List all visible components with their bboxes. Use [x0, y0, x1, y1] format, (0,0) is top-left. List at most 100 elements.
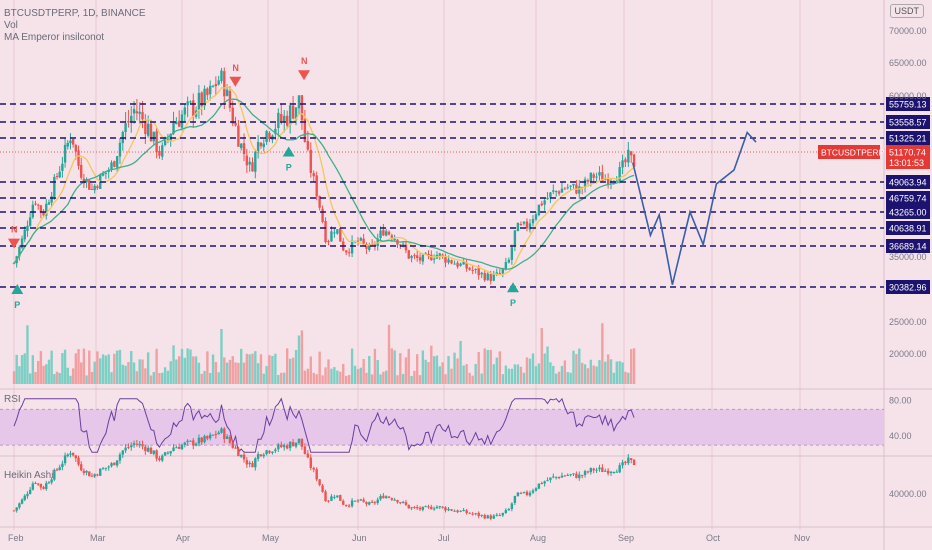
volume-bar: [486, 349, 489, 384]
ha-body: [146, 447, 150, 452]
ha-body: [231, 442, 234, 448]
volume-bar: [546, 346, 549, 384]
ha-body: [271, 451, 274, 454]
candle-body: [192, 100, 195, 117]
volume-bar: [113, 353, 116, 384]
volume-bar: [303, 370, 307, 384]
candle-body: [183, 107, 187, 115]
candle-body: [501, 268, 505, 274]
volume-bar: [350, 348, 354, 384]
volume-bar: [47, 359, 51, 384]
candle-body: [177, 120, 181, 127]
ha-body: [18, 503, 21, 508]
ha-body: [225, 436, 229, 439]
volume-bar: [268, 355, 271, 384]
sell-signal-triangle: [229, 76, 242, 87]
volume-bar: [18, 366, 21, 384]
candle-body: [368, 244, 371, 250]
candle-body: [390, 235, 394, 240]
volume-bar: [477, 351, 480, 384]
ha-body: [93, 474, 96, 477]
candle-body: [312, 173, 315, 177]
ha-body: [566, 474, 569, 476]
ha-body: [158, 458, 161, 461]
candle-body: [155, 131, 158, 153]
ha-body: [435, 506, 439, 509]
volume-bar: [306, 368, 310, 384]
ha-body: [152, 450, 156, 454]
ha-body: [172, 447, 175, 452]
ha-body: [194, 443, 198, 446]
volume-bar: [560, 366, 564, 384]
volume-bar: [410, 375, 413, 384]
ha-body: [552, 476, 555, 478]
ha-body: [359, 499, 363, 501]
candle-body: [245, 155, 249, 166]
volume-bar: [240, 348, 243, 384]
candle-body: [285, 115, 289, 126]
candle-body: [615, 180, 618, 182]
ha-body: [132, 443, 136, 445]
ha-body: [543, 481, 546, 484]
candle-body: [61, 163, 64, 171]
volume-bar: [141, 359, 144, 384]
candle-body: [34, 203, 37, 205]
volume-bar: [110, 372, 113, 384]
candle-body: [274, 128, 277, 135]
level-label-box: [886, 191, 930, 205]
candle-body: [118, 142, 122, 157]
candle-body: [462, 261, 465, 265]
candle-body: [344, 250, 348, 253]
candle-body: [12, 262, 16, 264]
symbol-badge-text: BTCUSDTPERP: [821, 148, 885, 158]
ha-body: [118, 454, 122, 461]
ha-body: [592, 468, 595, 471]
volume-bar: [61, 353, 64, 384]
ha-body: [589, 467, 593, 473]
candle-body: [31, 204, 35, 218]
candle-body: [248, 161, 251, 165]
ha-body: [309, 457, 312, 468]
candle-body: [161, 145, 164, 157]
rsi-label: RSI: [4, 394, 21, 405]
candle-body: [604, 178, 607, 181]
candle-body: [498, 272, 502, 274]
ha-body: [77, 457, 80, 465]
ha-body: [197, 437, 201, 444]
volume-bar: [598, 360, 601, 384]
ma-fast-line: [13, 85, 635, 276]
volume-bar: [34, 371, 37, 384]
volume-bar: [353, 365, 357, 384]
ha-body: [531, 490, 535, 493]
volume-bar: [501, 374, 505, 384]
candle-body: [447, 259, 450, 263]
ha-body: [104, 467, 108, 469]
ha-body: [26, 493, 29, 497]
candle-body: [350, 240, 354, 254]
candle-body: [321, 208, 324, 222]
volume-bar: [393, 350, 396, 384]
candle-body: [77, 150, 80, 166]
unit-button[interactable]: USDT: [889, 4, 924, 18]
candle-body: [427, 253, 430, 255]
ha-body: [495, 514, 498, 516]
candle-body: [66, 142, 69, 147]
volume-bar: [20, 355, 24, 384]
candle-body: [483, 272, 486, 281]
volume-bar: [498, 351, 502, 384]
ha-body: [624, 461, 627, 464]
volume-bar: [265, 366, 268, 384]
candle-body: [624, 159, 627, 163]
candle-body: [552, 190, 555, 192]
candle-body: [630, 151, 633, 156]
volume-bar: [359, 367, 363, 384]
candle-body: [632, 154, 636, 167]
ha-body: [107, 466, 110, 468]
ha-body: [365, 502, 368, 505]
volume-bar: [104, 355, 108, 384]
candle-body: [259, 142, 263, 147]
volume-bar: [365, 372, 368, 384]
